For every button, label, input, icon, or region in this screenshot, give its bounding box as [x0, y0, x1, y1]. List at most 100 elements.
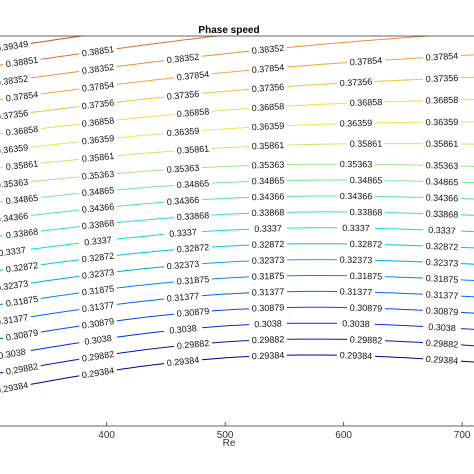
contour-label: 0.30879	[81, 316, 115, 330]
contour-label: 0.34865	[426, 176, 459, 187]
contour-label: 0.37854	[251, 62, 284, 75]
contour-label-mask	[78, 282, 118, 299]
contour-label-mask	[422, 191, 462, 205]
contour-label: 0.37854	[81, 80, 115, 94]
contour-line	[0, 36, 85, 49]
contour-line	[0, 179, 474, 203]
contour-label: 0.35861	[176, 144, 209, 156]
contour-line	[0, 306, 474, 340]
x-axis-ticks: 400 500 600 700	[98, 422, 471, 441]
chart-title: Phase speed	[198, 25, 259, 36]
contour-label-mask	[2, 259, 42, 276]
contour-label: 0.34366	[340, 191, 373, 201]
contour-label-mask	[2, 123, 42, 139]
contour-line	[0, 275, 474, 306]
contour-label-mask	[346, 206, 386, 219]
contour-label-mask	[248, 159, 288, 172]
contour-label: 0.29882	[252, 334, 285, 345]
contour-line	[0, 290, 474, 323]
contour-label: 0.35363	[166, 163, 199, 175]
contour-label: 0.36359	[81, 133, 114, 146]
contour-label-mask	[173, 68, 213, 84]
contour-label: 0.36858	[81, 115, 114, 129]
contour-label: 0.33868	[176, 210, 209, 222]
contour-label-mask	[346, 138, 386, 150]
contour-label: 0.36359	[251, 121, 284, 133]
x-tick-label: 700	[454, 430, 471, 441]
contour-label-mask	[336, 317, 376, 330]
contour-label-mask	[422, 240, 462, 253]
contour-label-mask	[248, 286, 288, 299]
contour-label: 0.35861	[252, 140, 285, 151]
contour-label: 0.37356	[339, 77, 372, 89]
contour-label-mask	[78, 132, 118, 148]
contour-label: 0.36858	[350, 97, 383, 108]
contour-label: 0.35861	[81, 151, 114, 164]
contour-line	[0, 195, 474, 220]
contour-label-mask	[248, 254, 288, 267]
contour-label-mask	[346, 238, 386, 251]
contour-label: 0.37854	[425, 51, 458, 63]
contour-label-mask	[78, 61, 118, 77]
contour-label-mask	[336, 285, 376, 298]
contour-label: 0.31875	[350, 271, 383, 282]
contour-label-mask	[422, 50, 462, 64]
contour-label: 0.38851	[5, 55, 39, 69]
contour-label: 0.30879	[350, 303, 383, 314]
contour-label: 0.35363	[0, 177, 29, 190]
contour-label: 0.32373	[166, 259, 199, 272]
contour-label-mask	[173, 241, 213, 256]
contour-label-mask	[2, 292, 42, 310]
contour-label: 0.32872	[252, 239, 285, 250]
contour-line	[0, 54, 474, 100]
contour-label-mask	[422, 353, 462, 367]
contour-label: 0.36858	[426, 95, 459, 106]
contour-label-mask	[2, 157, 42, 173]
contour-label: 0.31377	[252, 287, 285, 298]
contour-label: 0.33868	[81, 218, 114, 231]
contour-label-mask	[346, 270, 386, 283]
contour-label-mask	[0, 107, 32, 123]
contour-label-mask	[0, 72, 32, 89]
contour-label: 0.36359	[0, 142, 29, 156]
contour-line	[0, 322, 474, 357]
contour-label: 0.35363	[252, 160, 285, 171]
contour-label: 0.29882	[176, 338, 209, 351]
contour-label-mask	[248, 301, 288, 315]
contour-lines	[0, 36, 474, 391]
contour-label: 0.34865	[81, 185, 114, 198]
contour-label-mask	[173, 273, 213, 288]
contour-line	[0, 121, 474, 152]
contour-label: 0.34865	[350, 175, 383, 185]
contour-label: 0.33868	[426, 209, 459, 220]
contour-label: 0.36359	[166, 126, 199, 139]
contour-label-mask	[163, 322, 203, 337]
x-axis-label: Re	[223, 438, 236, 449]
contour-label: 0.37356	[166, 89, 199, 102]
contour-label-mask	[173, 337, 213, 352]
contour-label-mask	[248, 190, 288, 203]
contour-label-mask	[163, 124, 203, 139]
contour-label-mask	[248, 174, 288, 187]
contour-line	[0, 211, 474, 237]
contour-label-mask	[422, 208, 462, 221]
contour-label: 0.35363	[81, 169, 114, 182]
contour-label: 0.34366	[81, 202, 114, 215]
contour-label: 0.35861	[350, 139, 383, 149]
contour-label: 0.3038	[428, 322, 456, 334]
contour-label: 0.38352	[166, 52, 199, 66]
contour-label-mask	[163, 226, 203, 240]
contour-label: 0.3337	[254, 223, 282, 234]
contour-label: 0.31875	[5, 294, 39, 309]
contour-label-mask	[0, 141, 32, 157]
contour-label-mask	[163, 354, 203, 369]
contour-label-mask	[78, 331, 118, 349]
contour-label-mask	[422, 224, 462, 237]
contour-label-mask	[422, 138, 462, 150]
contour-label: 0.33868	[252, 207, 285, 218]
contour-label-mask	[173, 209, 213, 223]
contour-line	[0, 243, 474, 271]
contour-label-mask	[163, 50, 203, 67]
contour-label-mask	[78, 200, 118, 216]
contour-label-mask	[422, 304, 462, 318]
